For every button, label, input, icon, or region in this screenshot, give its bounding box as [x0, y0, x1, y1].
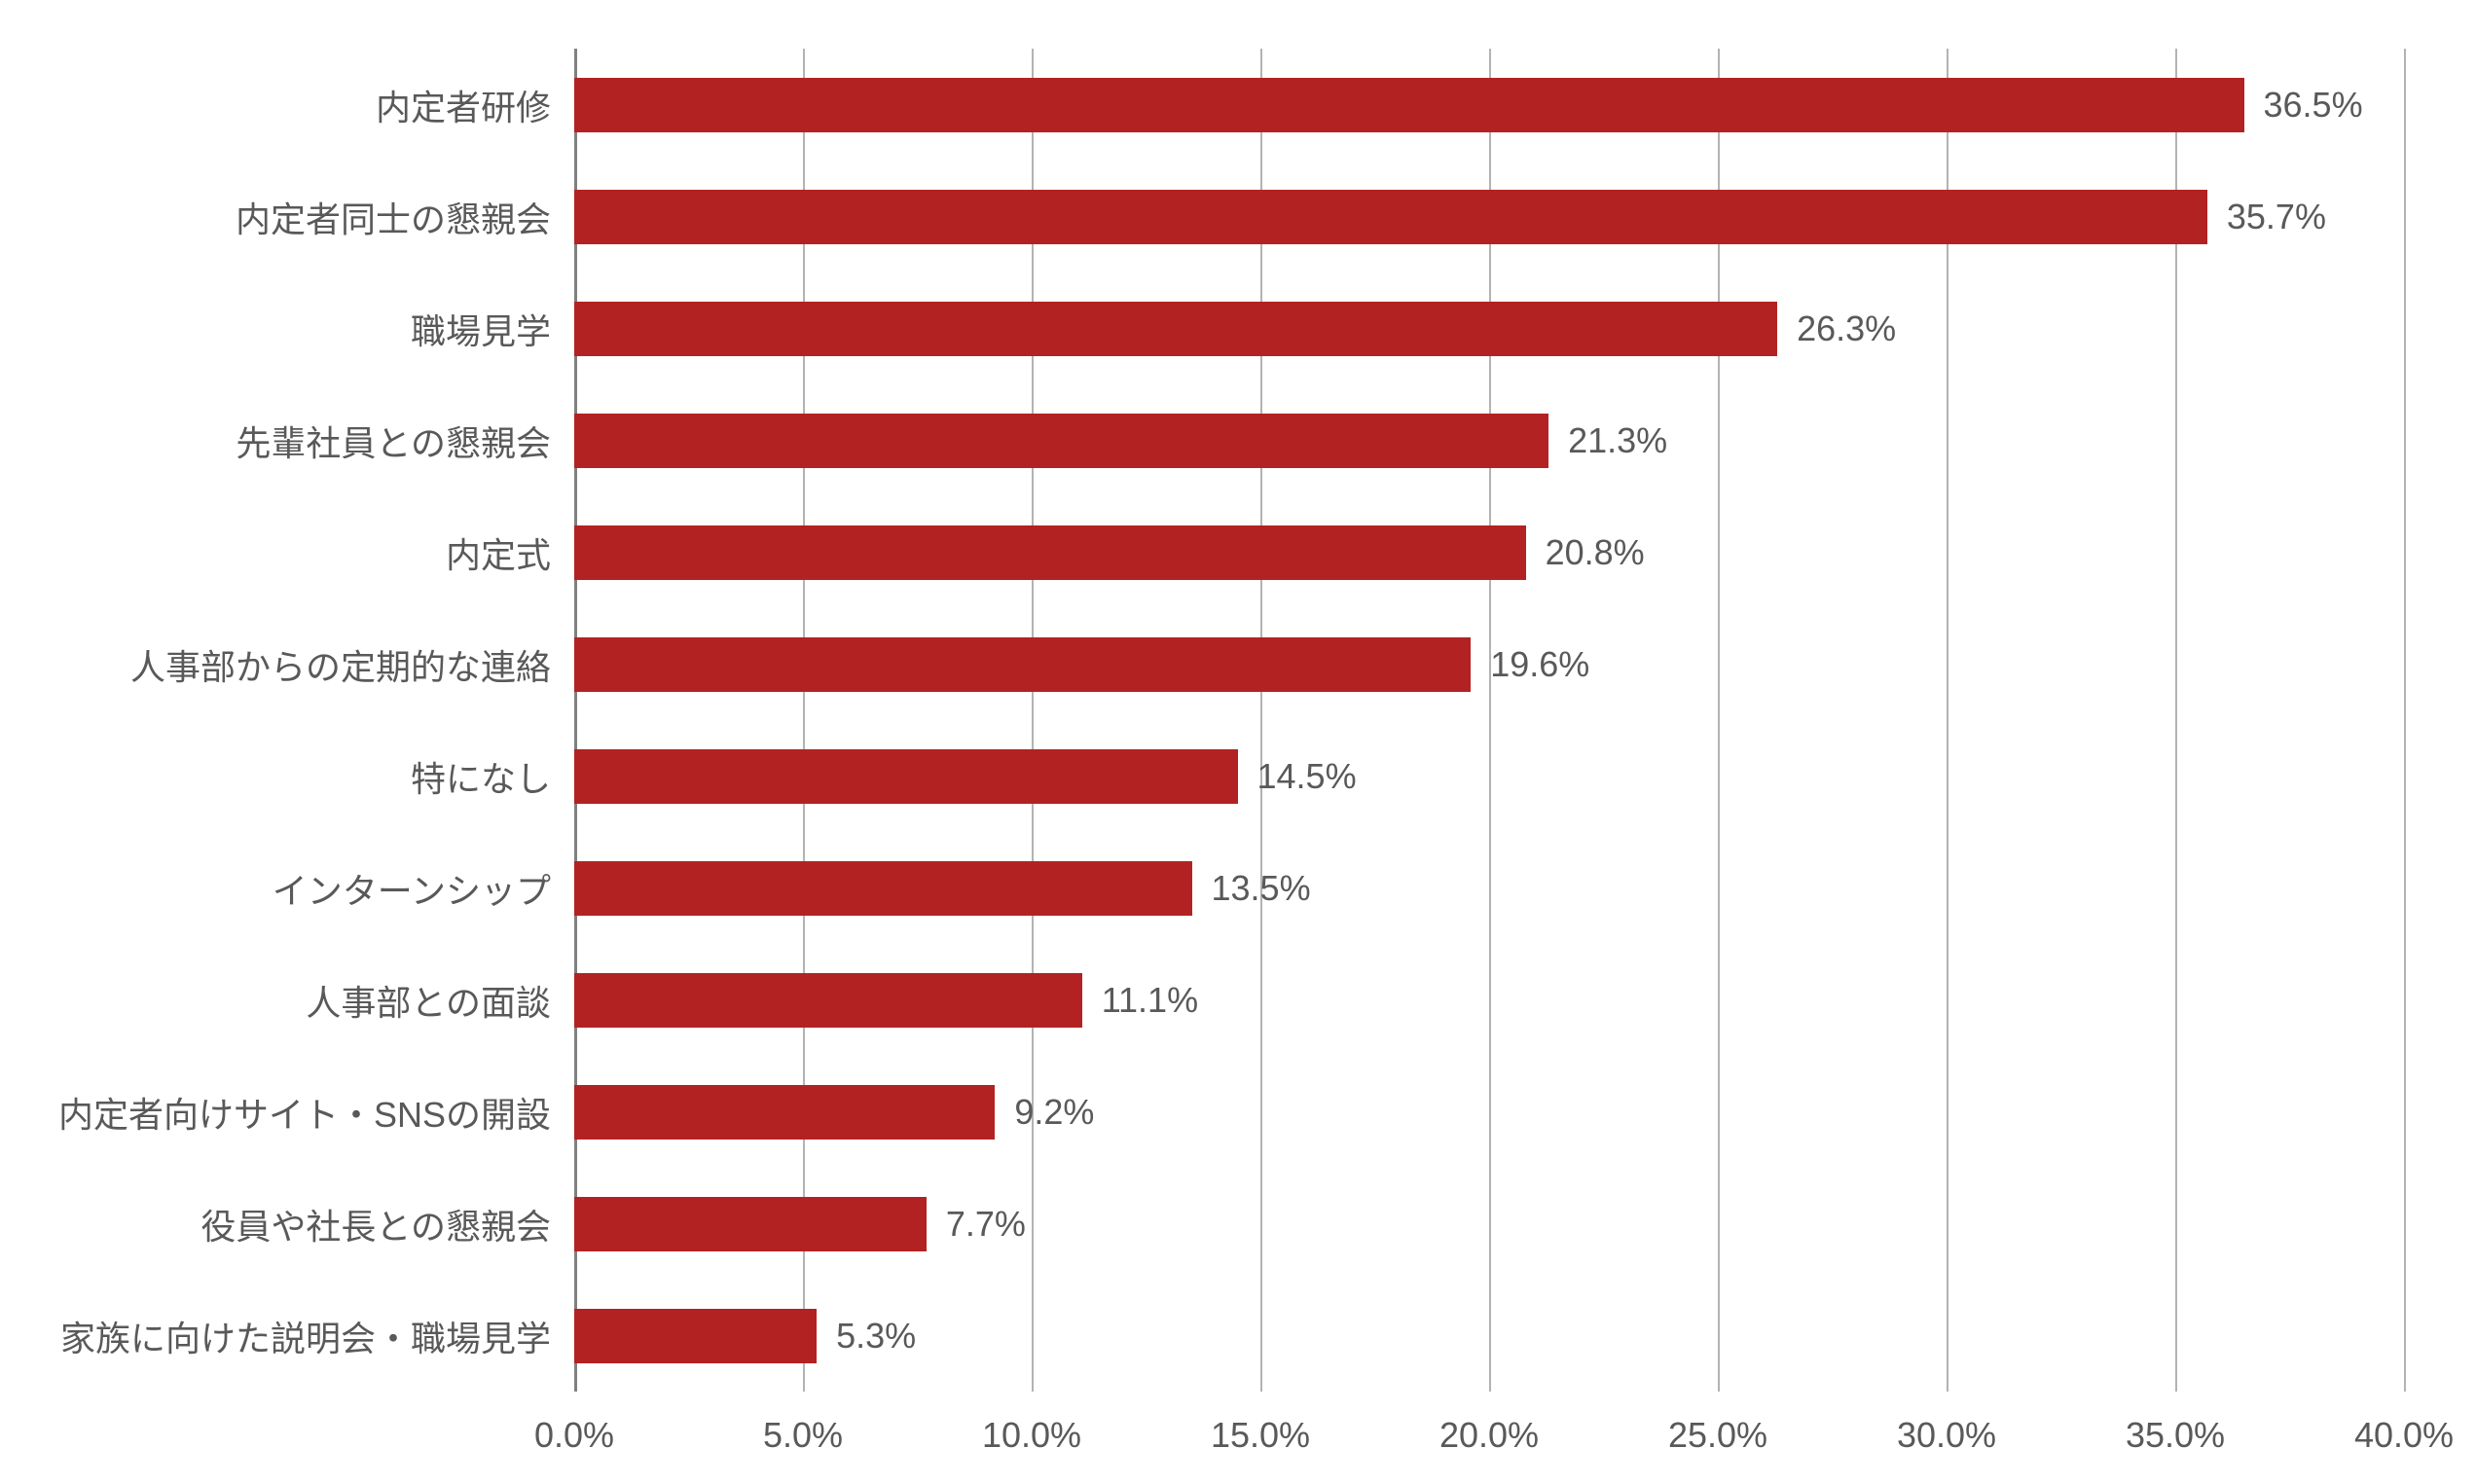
category-label: 家族に向けた説明会・職場見学	[60, 1311, 551, 1361]
x-tick-label: 25.0%	[1668, 1415, 1767, 1456]
gridline	[2404, 49, 2406, 1392]
gridline	[1032, 49, 1034, 1392]
bar-value-label: 19.6%	[1490, 644, 1589, 685]
bar-value-label: 20.8%	[1546, 532, 1645, 573]
bar-value-label: 14.5%	[1257, 756, 1357, 797]
category-label: 職場見学	[411, 304, 551, 354]
bar	[574, 525, 1526, 580]
x-tick-label: 5.0%	[763, 1415, 843, 1456]
category-label: 内定者向けサイト・SNSの開設	[58, 1087, 551, 1138]
bar-value-label: 26.3%	[1797, 308, 1896, 349]
bar	[574, 749, 1238, 804]
bar-value-label: 35.7%	[2227, 197, 2326, 237]
category-label: インターンシップ	[273, 863, 551, 914]
bar-value-label: 9.2%	[1014, 1092, 1094, 1133]
bar	[574, 1085, 995, 1140]
x-tick-label: 40.0%	[2354, 1415, 2454, 1456]
category-label: 特になし	[411, 751, 551, 802]
bar	[574, 78, 2244, 132]
x-tick-label: 15.0%	[1211, 1415, 1310, 1456]
bar	[574, 637, 1471, 692]
gridline	[1947, 49, 1948, 1392]
bar	[574, 1309, 817, 1363]
x-tick-label: 35.0%	[2126, 1415, 2225, 1456]
bar	[574, 190, 2207, 244]
bar-value-label: 11.1%	[1102, 980, 1198, 1021]
category-label: 内定式	[446, 527, 551, 578]
gridline	[2175, 49, 2177, 1392]
category-label: 内定者研修	[376, 80, 551, 130]
bar	[574, 973, 1082, 1028]
bar	[574, 414, 1548, 468]
category-label: 人事部からの定期的な連絡	[130, 639, 551, 690]
x-tick-label: 20.0%	[1439, 1415, 1539, 1456]
gridline	[1718, 49, 1720, 1392]
gridline	[1489, 49, 1491, 1392]
bar-value-label: 5.3%	[836, 1316, 916, 1357]
bar-value-label: 13.5%	[1212, 868, 1311, 909]
bar-value-label: 21.3%	[1568, 420, 1667, 461]
bar	[574, 861, 1192, 916]
horizontal-bar-chart: 0.0% 5.0% 10.0% 15.0% 20.0% 25.0% 30.0% 35.0% 40…	[0, 0, 2476, 1484]
gridline	[803, 49, 805, 1392]
bar-value-label: 7.7%	[946, 1204, 1026, 1245]
x-tick-label: 30.0%	[1897, 1415, 1996, 1456]
category-label: 内定者同士の懇親会	[236, 192, 551, 242]
plot-area: 0.0%5.0%10.0%15.0%20.0%25.0%30.0%35.0%40…	[574, 49, 2404, 1392]
bar	[574, 302, 1777, 356]
x-tick-label: 0.0%	[534, 1415, 614, 1456]
bar-value-label: 36.5%	[2264, 85, 2363, 126]
category-label: 役員や社長との懇親会	[200, 1199, 551, 1249]
category-label: 人事部との面談	[306, 975, 551, 1026]
category-label: 先輩社員との懇親会	[236, 416, 551, 466]
gridline	[1260, 49, 1262, 1392]
x-tick-label: 10.0%	[982, 1415, 1081, 1456]
y-axis-line	[574, 49, 577, 1392]
bar	[574, 1197, 927, 1251]
